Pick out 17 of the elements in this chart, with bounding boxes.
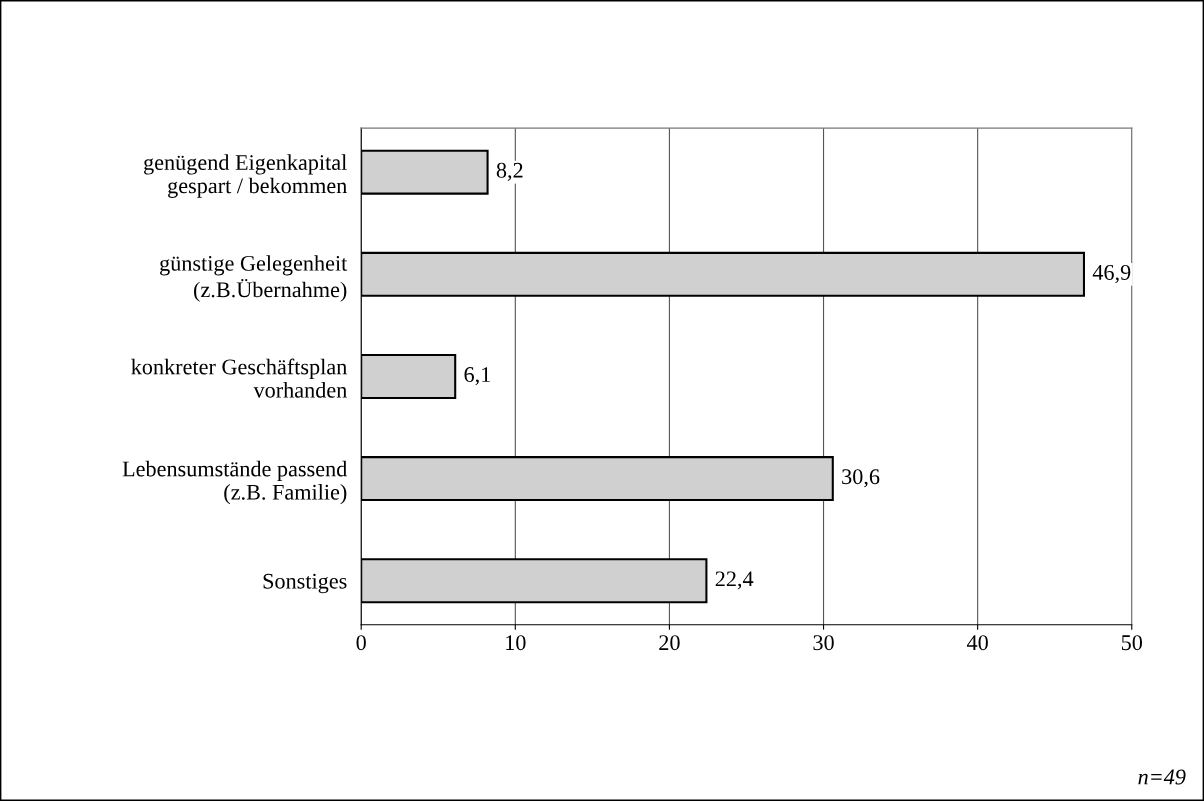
data-label: 8,2 — [496, 162, 523, 181]
data-label: 46,9 — [1092, 264, 1131, 284]
data-label: 22,4 — [715, 571, 754, 590]
y-tick-label: genügend Eigenkapital gespart / bekommen — [144, 154, 347, 198]
y-tick-label: günstige Gelegenheit (z.B.Übernahme) — [160, 255, 348, 302]
data-label: 6,1 — [464, 367, 490, 386]
x-tick-label: 40 — [966, 635, 988, 651]
x-tick-label: 0 — [356, 635, 366, 651]
y-tick-label: Sonstiges — [263, 573, 347, 594]
data-label: 30,6 — [842, 469, 880, 488]
x-tick-label: 20 — [659, 635, 680, 651]
y-tick-label: Lebensumstände passend (z.B. Familie) — [122, 460, 348, 505]
text: n=49 — [1138, 769, 1186, 785]
x-tick-label: 10 — [506, 635, 526, 651]
x-tick-label: 50 — [1121, 635, 1143, 651]
x-tick-label: 30 — [813, 635, 834, 651]
y-tick-label: konkreter Geschäftsplan vorhanden — [131, 358, 347, 398]
